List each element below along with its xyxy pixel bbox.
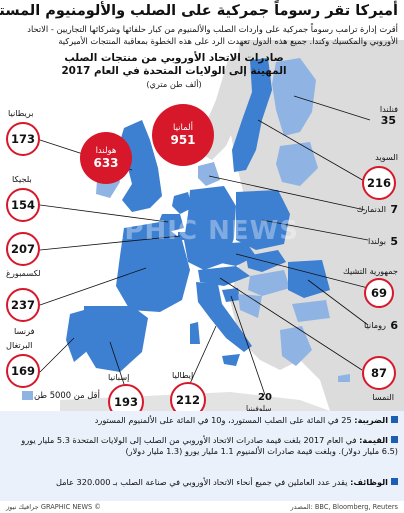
country-greece — [280, 326, 312, 366]
fact-tariff: الضريبة: 25 في المائة على الصلب المستورد… — [6, 415, 398, 426]
label-portugal: البرتغال — [6, 340, 33, 350]
ring-luxembourg: 207 — [6, 232, 40, 266]
country-portugal — [66, 310, 86, 362]
label-france: فرنسا — [14, 326, 35, 336]
country-bulgaria — [292, 300, 330, 322]
value-finland: 35 — [380, 114, 396, 127]
country-spain — [84, 306, 148, 372]
country-czech — [214, 242, 256, 266]
value-denmark: 7 — [390, 203, 398, 216]
fact-jobs: الوظائف: يقدر عدد العاملين في جميع أنحاء… — [6, 477, 398, 488]
ring-sweden: 216 — [362, 166, 396, 200]
facts-box: الضريبة: 25 في المائة على الصلب المستورد… — [0, 411, 404, 501]
country-cyprus — [338, 374, 350, 382]
unit-label: (ألف طن متري) — [146, 79, 202, 89]
island-sicily — [222, 354, 240, 366]
map-subtitle: صادرات الاتحاد الأوروبي من منتجات الصلب … — [61, 52, 287, 77]
country-croatia — [238, 294, 262, 318]
ring-italy: 212 — [170, 382, 206, 418]
ring-france: 237 — [6, 288, 40, 322]
publisher-credit: جرافيك نيوز GRAPHIC NEWS © — [6, 503, 101, 511]
label-sweden: السويد — [375, 152, 398, 162]
footer: BBC, Bloomberg, Reuters :المصدر جرافيك ن… — [0, 501, 404, 513]
non-eu-land — [230, 40, 404, 411]
country-hungary — [248, 270, 290, 296]
country-baltics — [276, 142, 318, 186]
fact-text: يقدر عدد العاملين في جميع أنحاء الاتحاد … — [55, 477, 348, 487]
bullet-icon — [391, 416, 398, 423]
bubble-value: 951 — [170, 133, 196, 147]
label-poland: بولندا — [367, 236, 386, 246]
island-sardinia — [190, 322, 200, 344]
legend-text: أقل من 5000 طن — [34, 390, 100, 400]
label-britain: بريطانيا — [8, 108, 34, 118]
source-credit: BBC, Bloomberg, Reuters :المصدر — [290, 503, 398, 511]
label-austria: النمسا — [372, 392, 394, 402]
label-slovenia: سلوفينيا — [246, 404, 272, 413]
bubble-germany: ألمانيا 951 — [152, 104, 214, 166]
country-slovakia — [246, 250, 286, 272]
country-uk — [118, 120, 162, 212]
page-title: أميركا تقر رسوماً جمركية على الصلب والأل… — [0, 3, 398, 19]
country-sweden — [232, 58, 272, 172]
value-poland: 5 — [390, 235, 398, 248]
fact-label: القيمة: — [359, 435, 388, 445]
value-portugal: 169 — [10, 364, 35, 378]
ring-belgium: 154 — [6, 188, 40, 222]
value-sweden: 216 — [366, 176, 391, 190]
bubble-netherlands: هولندا 633 — [80, 132, 132, 184]
country-austria — [198, 266, 250, 286]
label-italy: إيطاليا — [172, 370, 194, 380]
country-slovenia — [222, 288, 240, 302]
value-czech: 69 — [370, 286, 387, 300]
label-spain: إسبانيا — [108, 372, 130, 382]
fact-label: الوظائف: — [350, 477, 388, 487]
label-finland: فنلندا — [379, 104, 398, 114]
value-italy: 212 — [175, 393, 200, 407]
value-belgium: 154 — [10, 198, 35, 212]
label-luxembourg: لكسمبورغ — [6, 268, 41, 278]
country-norway — [198, 50, 262, 160]
value-spain: 193 — [113, 395, 138, 409]
watermark: GRAPHIC NEWS — [60, 216, 300, 246]
country-finland — [272, 58, 316, 136]
country-netherlands — [172, 192, 192, 214]
ring-czech: 69 — [364, 278, 394, 308]
bullet-icon — [391, 478, 398, 485]
ring-austria: 87 — [362, 356, 396, 390]
fact-text: 25 في المائة على الصلب المستورد، و10 في … — [94, 415, 352, 425]
value-romania: 6 — [390, 319, 398, 332]
fact-text: في العام 2017 بلغت قيمة صادرات الاتحاد ا… — [21, 435, 398, 456]
label-belgium: بلجيكا — [12, 174, 32, 184]
ring-portugal: 169 — [6, 354, 40, 388]
label-czech: جمهورية التشيك — [343, 266, 398, 276]
label-romania: رومانيا — [363, 320, 386, 330]
bubble-country-name: ألمانيا — [173, 123, 193, 133]
fact-value: القيمة: في العام 2017 بلغت قيمة صادرات ا… — [6, 435, 398, 457]
value-austria: 87 — [370, 366, 387, 380]
value-slovenia: 20 — [258, 392, 272, 403]
bullet-icon — [391, 436, 398, 443]
country-denmark — [198, 162, 220, 186]
label-denmark: الدنمارك — [356, 204, 386, 214]
intro-text: أقرت إدارة ترامب رسوماً جمركية على واردا… — [27, 24, 398, 46]
country-france — [116, 222, 190, 312]
value-britain: 173 — [10, 132, 35, 146]
fact-label: الضريبة: — [354, 415, 388, 425]
country-italy — [196, 282, 252, 352]
legend-swatch — [22, 391, 33, 400]
bubble-value: 633 — [93, 156, 119, 170]
ring-britain: 173 — [6, 122, 40, 156]
value-france: 237 — [10, 298, 35, 312]
value-luxembourg: 207 — [10, 242, 35, 256]
country-luxembourg — [178, 232, 186, 240]
bubble-country-name: هولندا — [95, 146, 117, 156]
